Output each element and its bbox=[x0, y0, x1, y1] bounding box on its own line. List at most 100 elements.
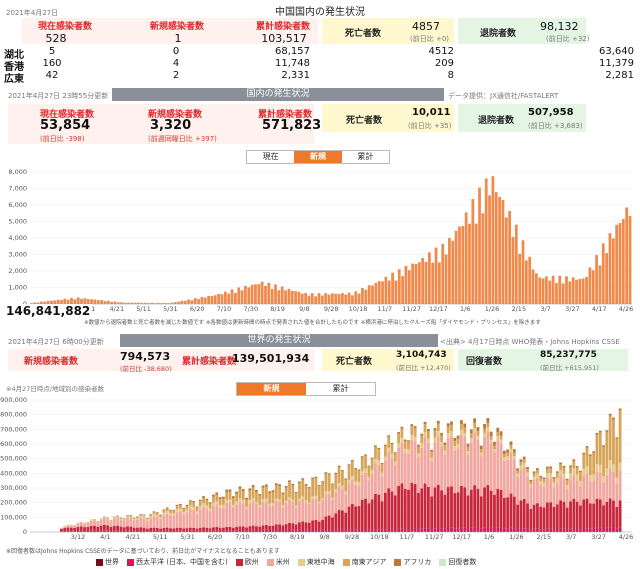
stacked-bar-segment bbox=[298, 483, 301, 499]
stacked-bar-segment bbox=[387, 488, 391, 529]
stacked-bar-segment bbox=[112, 525, 116, 531]
stacked-bar-segment bbox=[360, 470, 364, 475]
stacked-bar-segment bbox=[595, 498, 599, 528]
bar bbox=[371, 285, 374, 304]
stacked-bar-segment bbox=[294, 507, 298, 525]
stacked-bar-segment bbox=[205, 527, 209, 531]
stacked-bar-segment bbox=[360, 457, 364, 471]
stacked-bar-segment bbox=[331, 497, 334, 500]
world-total-value: 139,501,934 bbox=[232, 352, 310, 365]
stacked-bar-segment bbox=[559, 500, 562, 529]
bar bbox=[167, 303, 170, 304]
stacked-bar-segment bbox=[565, 479, 569, 485]
bar bbox=[170, 302, 174, 304]
stacked-bar-segment bbox=[69, 527, 73, 532]
stacked-bar-segment bbox=[536, 503, 539, 529]
stacked-bar-segment bbox=[360, 529, 364, 532]
stacked-bar-segment bbox=[605, 468, 609, 476]
stacked-bar-segment bbox=[579, 480, 582, 487]
stacked-bar-segment bbox=[334, 513, 338, 530]
legend-swatch bbox=[266, 558, 274, 566]
stacked-bar-segment bbox=[102, 517, 106, 519]
stacked-bar-segment bbox=[608, 415, 612, 461]
stacked-bar-segment bbox=[63, 527, 67, 532]
stacked-bar-segment bbox=[615, 483, 619, 507]
stacked-bar-segment bbox=[559, 476, 562, 501]
stacked-bar-segment bbox=[512, 456, 516, 461]
x-tick-label: 8/19 bbox=[270, 305, 285, 312]
bar bbox=[260, 281, 264, 304]
world-new-label: 新規感染者数 bbox=[24, 357, 79, 367]
bar bbox=[113, 301, 117, 304]
stacked-bar-segment bbox=[612, 464, 615, 472]
stacked-bar-segment bbox=[225, 499, 229, 503]
stacked-bar-segment bbox=[212, 502, 215, 506]
stacked-bar-segment bbox=[493, 449, 496, 453]
stacked-bar-segment bbox=[350, 475, 354, 480]
stacked-bar-segment bbox=[572, 498, 576, 529]
stacked-bar-segment bbox=[314, 478, 318, 496]
legend-item[interactable]: 世界 bbox=[96, 557, 119, 567]
bar bbox=[80, 298, 83, 304]
stacked-bar-segment bbox=[397, 433, 401, 444]
stacked-bar-segment bbox=[344, 491, 348, 495]
bar bbox=[103, 301, 107, 304]
stacked-bar-segment bbox=[119, 526, 123, 531]
tab-new[interactable]: 新規 bbox=[237, 383, 306, 395]
legend-item[interactable]: 欧州 bbox=[235, 557, 259, 567]
y-tick-label: 200,000 bbox=[0, 499, 27, 507]
stacked-bar-segment bbox=[344, 479, 348, 492]
stacked-bar-segment bbox=[393, 452, 397, 454]
stacked-bar-segment bbox=[96, 531, 100, 532]
stacked-bar-segment bbox=[301, 498, 305, 522]
stacked-bar-segment bbox=[142, 515, 146, 517]
stacked-bar-segment bbox=[122, 520, 126, 528]
legend-item[interactable]: 回復者数 bbox=[439, 557, 476, 567]
stacked-bar-segment bbox=[360, 474, 364, 500]
stacked-bar-segment bbox=[122, 518, 126, 520]
stacked-bar-segment bbox=[536, 478, 539, 504]
stacked-bar-segment bbox=[476, 488, 480, 528]
stacked-bar-segment bbox=[519, 459, 523, 463]
bar bbox=[53, 300, 57, 304]
stacked-bar-segment bbox=[572, 474, 576, 499]
legend-item[interactable]: 南東アジア bbox=[342, 557, 386, 567]
stacked-bar-segment bbox=[476, 427, 480, 432]
china-total-value: 103,517 bbox=[261, 32, 307, 45]
stacked-bar-segment bbox=[225, 491, 229, 500]
bar bbox=[501, 199, 505, 304]
x-tick-label: 1/6 bbox=[460, 305, 470, 312]
y-tick-label: 300,000 bbox=[0, 484, 27, 492]
stacked-bar-segment bbox=[268, 493, 272, 504]
stacked-bar-segment bbox=[555, 504, 559, 530]
legend-item[interactable]: 米州 bbox=[266, 557, 290, 567]
y-tick-label: 100,000 bbox=[0, 513, 27, 521]
legend-item[interactable]: 西太平洋 (日本、中国を含む) bbox=[127, 557, 228, 567]
y-tick-label: 7,000 bbox=[8, 185, 27, 193]
stacked-bar-segment bbox=[255, 501, 258, 505]
tab-current[interactable]: 現在 bbox=[247, 151, 295, 163]
china-deaths-label: 死亡者数 bbox=[345, 29, 382, 39]
legend-item[interactable]: アフリカ bbox=[394, 557, 431, 567]
stacked-bar-segment bbox=[172, 515, 176, 529]
tab-cumulative[interactable]: 累計 bbox=[341, 151, 389, 163]
stacked-bar-segment bbox=[486, 422, 490, 428]
stacked-bar-segment bbox=[188, 527, 192, 531]
stacked-bar-segment bbox=[317, 486, 321, 502]
tab-new[interactable]: 新規 bbox=[294, 151, 342, 163]
stacked-bar-segment bbox=[413, 426, 417, 429]
stacked-bar-segment bbox=[165, 513, 169, 528]
bar bbox=[66, 299, 70, 304]
stacked-bar-segment bbox=[334, 472, 338, 474]
stacked-bar-segment bbox=[463, 527, 467, 532]
x-tick-label: 7/10 bbox=[235, 533, 250, 541]
tab-cumulative[interactable]: 累計 bbox=[306, 383, 375, 395]
legend-item[interactable]: 東地中海 bbox=[297, 557, 335, 567]
stacked-bar-segment bbox=[139, 515, 143, 518]
stacked-bar-segment bbox=[374, 463, 377, 494]
stacked-bar-segment bbox=[377, 494, 381, 530]
x-tick-label: 12/17 bbox=[429, 305, 448, 312]
stacked-bar-segment bbox=[400, 428, 404, 438]
stacked-bar-segment bbox=[397, 432, 401, 434]
bar bbox=[140, 302, 144, 304]
